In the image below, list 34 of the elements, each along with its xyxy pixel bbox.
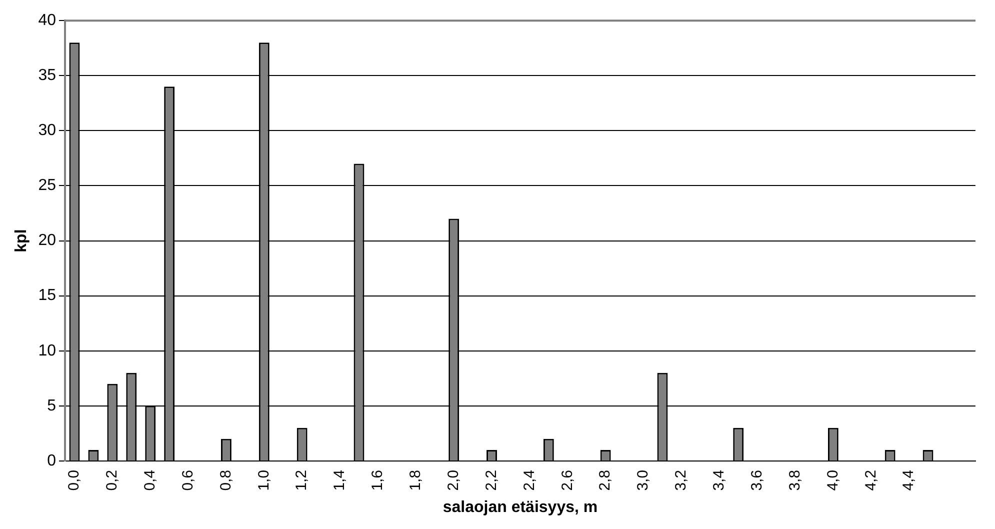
x-tick-label: 3,2 — [672, 470, 690, 491]
y-tick-label: 15 — [38, 287, 56, 304]
x-tick-label: 1,0 — [255, 470, 272, 491]
x-tick-label: 0,0 — [66, 470, 83, 491]
y-tick-label: 40 — [38, 12, 56, 30]
x-tick-label: 3,8 — [786, 470, 804, 491]
x-tick-label: 1,8 — [407, 470, 424, 491]
x-tick-label: 1,4 — [331, 470, 348, 491]
x-tick-label: 2,6 — [558, 470, 576, 491]
y-tick-label: 35 — [38, 67, 56, 84]
x-tick-label: 2,4 — [520, 470, 538, 491]
x-tick-label: 0,4 — [141, 470, 158, 491]
x-tick-label: 2,2 — [482, 470, 500, 491]
x-tick-label: 1,6 — [369, 470, 386, 491]
x-tick-label: 4,2 — [862, 470, 880, 491]
x-tick-label: 1,2 — [293, 470, 310, 491]
x-tick-label: 3,4 — [710, 470, 728, 491]
x-axis-title: salaojan etäisyys, m — [442, 498, 598, 516]
x-tick-label: 3,0 — [634, 470, 652, 491]
x-tick-label: 4,0 — [824, 470, 842, 491]
y-tick-label: 25 — [38, 177, 56, 194]
x-tick-label: 2,8 — [596, 470, 614, 491]
y-tick-label: 5 — [47, 397, 56, 414]
y-tick-label: 10 — [38, 342, 56, 360]
x-tick-label: 0,2 — [104, 470, 121, 491]
x-tick-label: 0,6 — [179, 470, 196, 491]
x-tick-label: 0,8 — [217, 470, 234, 491]
y-tick-label: 20 — [38, 232, 56, 250]
y-tick-label: 30 — [38, 122, 56, 140]
x-tick-label: 3,6 — [748, 470, 766, 491]
x-tick-label: 4,4 — [900, 470, 918, 491]
y-axis-title: kpl — [13, 229, 30, 252]
x-tick-label: 2,0 — [444, 470, 462, 491]
y-tick-label: 0 — [47, 452, 56, 470]
